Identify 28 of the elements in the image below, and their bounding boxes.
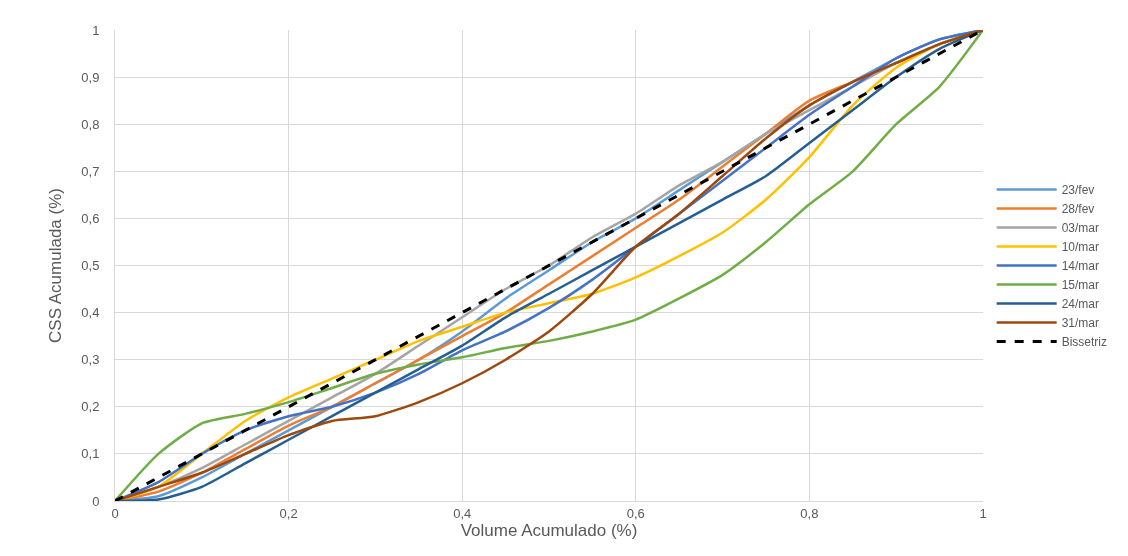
y-tick-label: 0,3 [81,352,100,368]
x-tick-label: 0,8 [800,505,819,521]
y-tick-label: 0,7 [81,163,100,179]
y-tick-label: 0,4 [81,305,100,321]
text: 03/mar [1061,221,1100,236]
y-tick-label: 0 [92,493,100,509]
x-tick-label: 1 [979,505,987,521]
y-tick-label: 0,1 [81,446,100,462]
y-tick-label: 0,2 [81,399,100,415]
text: 10/mar [1061,240,1100,255]
text: 28/fev [1061,202,1095,217]
text: 24/mar [1061,297,1100,312]
y-tick-label: 1 [92,22,100,38]
y-tick-label: 0,8 [81,116,100,132]
y-axis-title: CSS Acumulada (%) [45,188,65,343]
text: 15/mar [1061,278,1100,293]
text: 31/mar [1061,316,1100,331]
x-tick-label: 0,6 [626,505,645,521]
x-axis-title: Volume Acumulado (%) [460,520,638,540]
y-tick-label: 0,6 [81,210,100,226]
text: 23/fev [1061,183,1095,198]
x-tick-label: 0,2 [279,505,298,521]
x-tick-label: 0 [111,505,119,521]
y-tick-label: 0,9 [81,69,100,85]
x-tick-label: 0,4 [453,505,472,521]
text: 14/mar [1061,259,1100,274]
y-tick-label: 0,5 [81,258,100,274]
text: Bissetriz [1061,335,1108,350]
